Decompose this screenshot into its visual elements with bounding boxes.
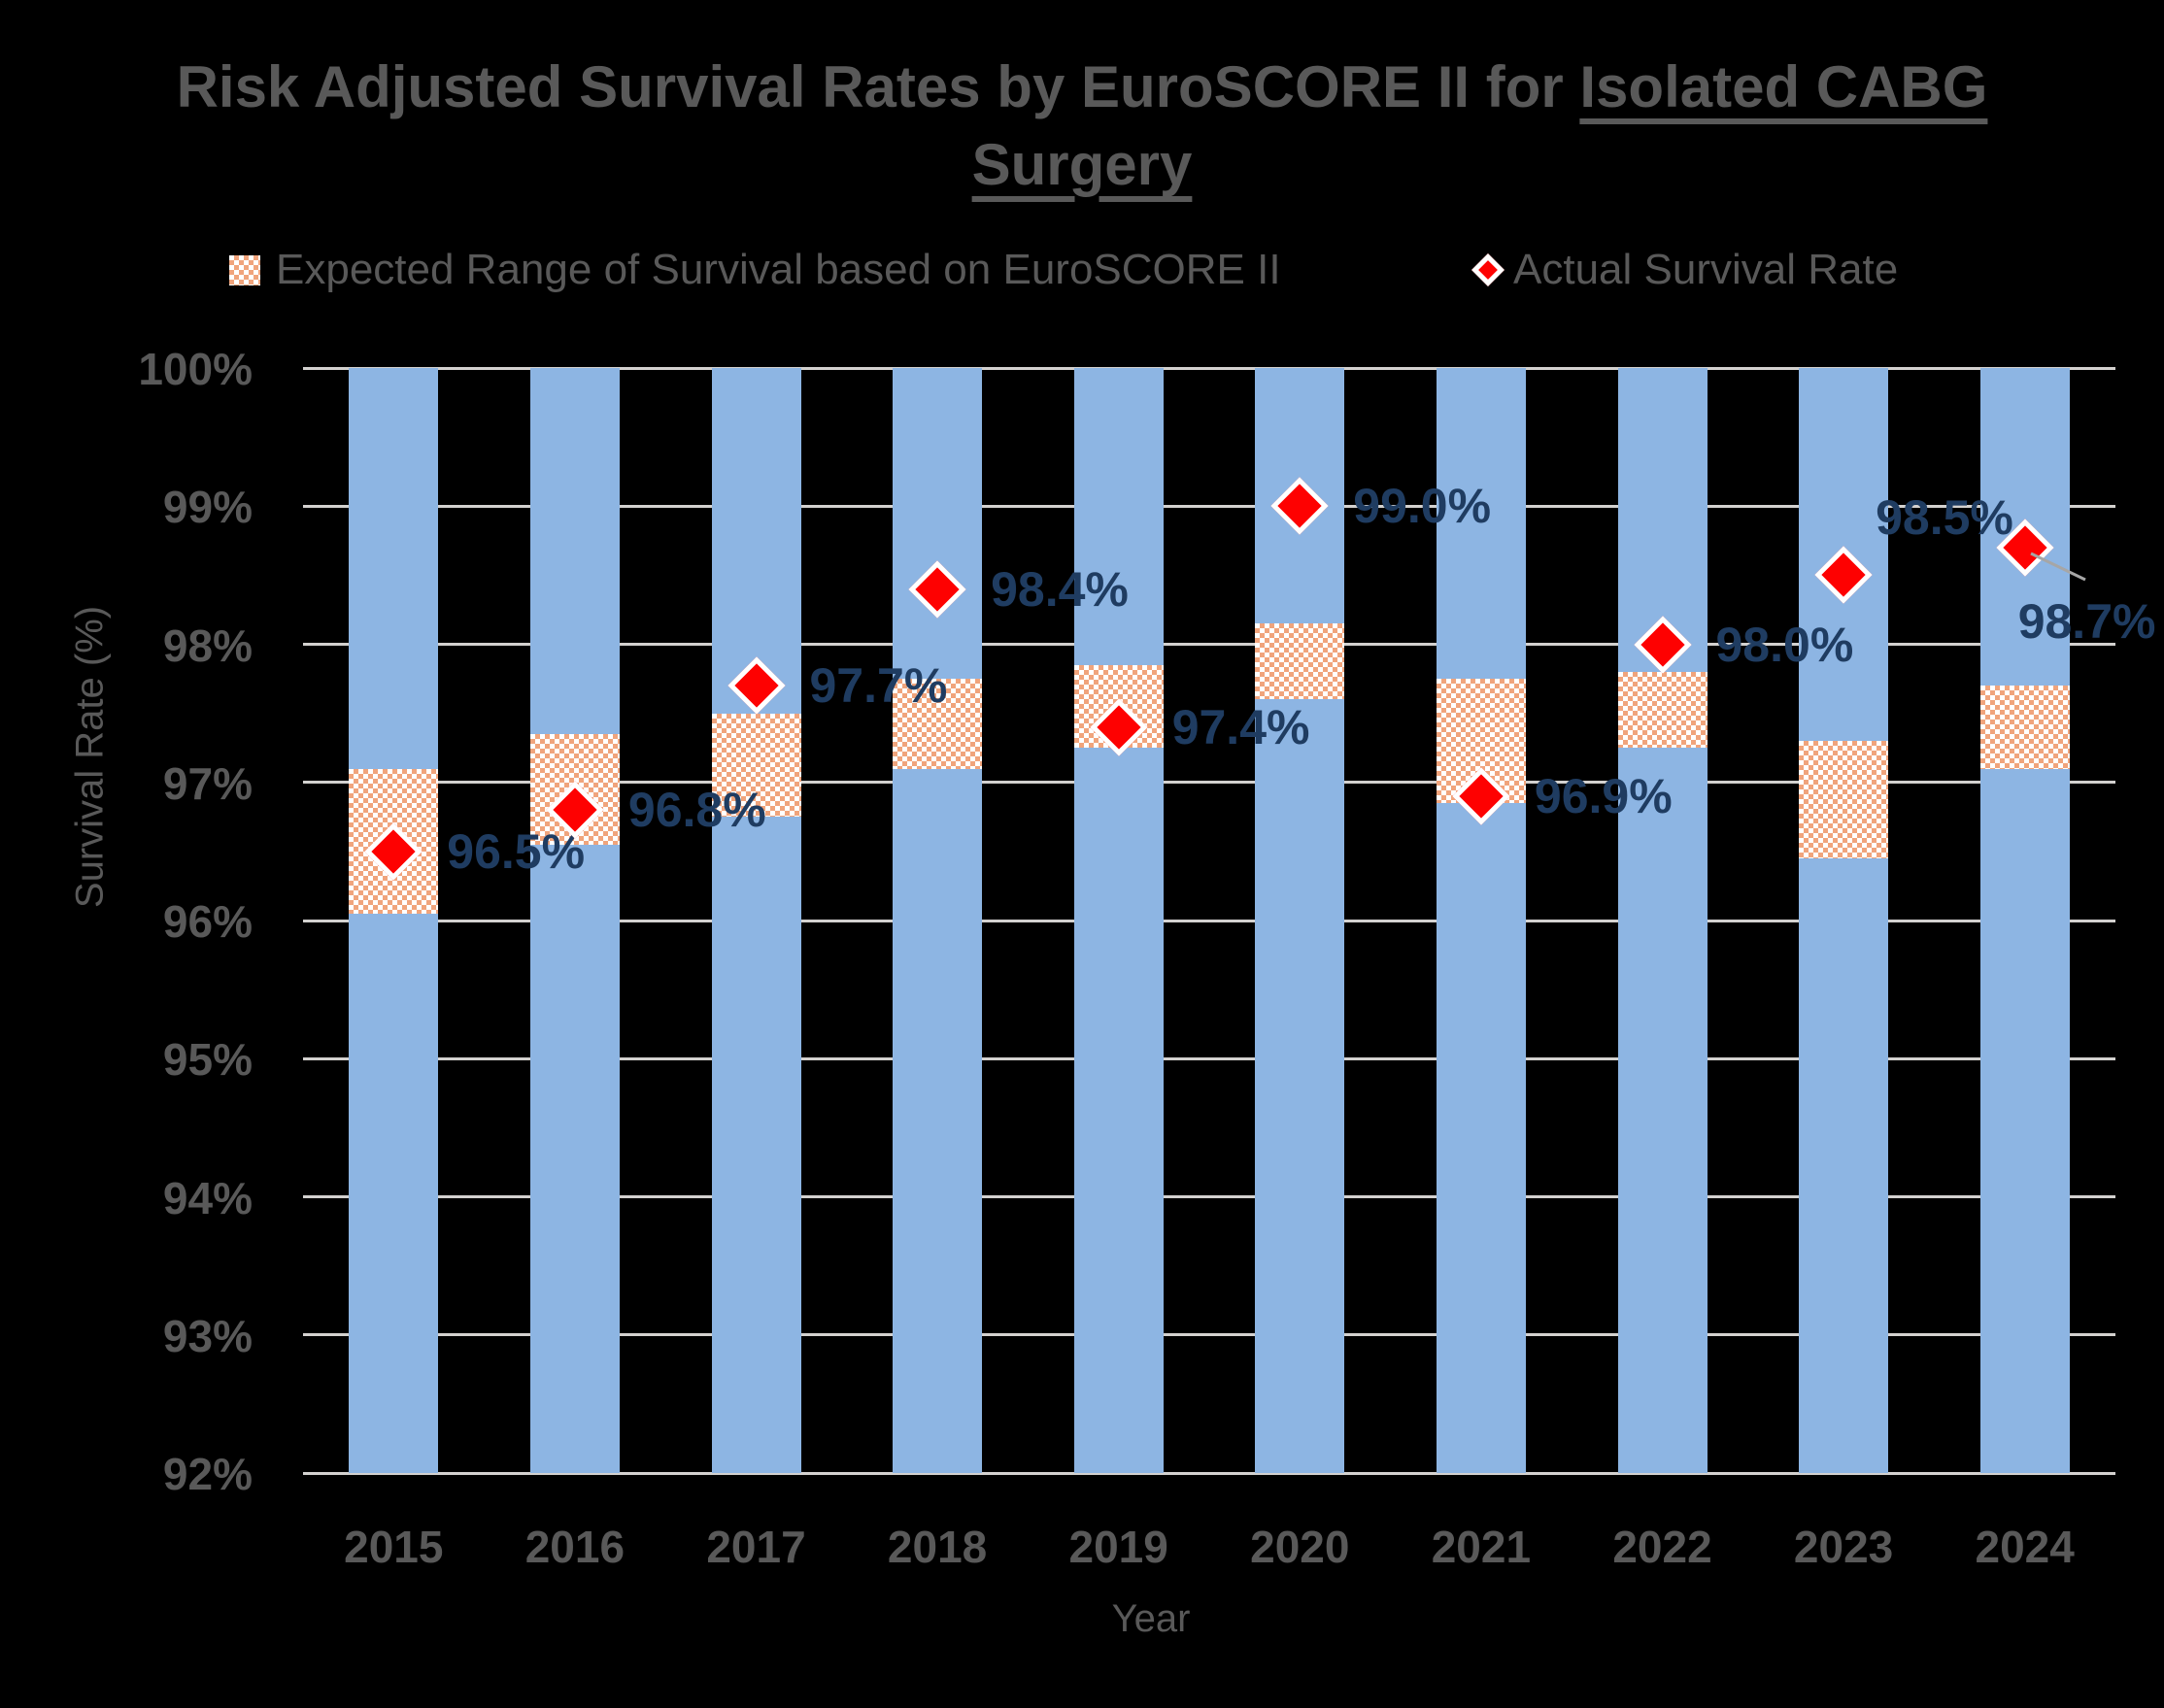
actual-rate-data-label: 98.4% [991, 561, 1129, 617]
chart-title-underlined-text2: Surgery [971, 132, 1193, 197]
gridline-100% [303, 366, 2115, 370]
expected-range-band-2017 [711, 713, 801, 818]
chart-title-text: Risk Adjusted Survival Rates by EuroSCOR… [176, 54, 1580, 119]
x-axis-tick-label-2023: 2023 [1793, 1522, 1894, 1572]
gridline-95% [303, 1056, 2115, 1060]
chart-title-underlined-text: Isolated CABG [1579, 54, 1988, 119]
expected-range-band-2015 [349, 768, 439, 914]
y-axis-tick-label: 100% [138, 344, 253, 394]
expected-range-band-2018 [893, 679, 983, 769]
expected-range-band-2020 [1255, 623, 1345, 700]
chart-title-line1: Risk Adjusted Survival Rates by EuroSCOR… [0, 49, 2164, 126]
x-axis-tick-label-2020: 2020 [1250, 1522, 1350, 1572]
actual-rate-data-label: 98.0% [1715, 617, 1854, 672]
background-column-2021 [1436, 368, 1526, 1473]
x-axis-tick-label-2015: 2015 [344, 1522, 444, 1572]
actual-rate-legend-label: Actual Survival Rate [1513, 246, 1899, 293]
chart-title: Risk Adjusted Survival Rates by EuroSCOR… [0, 49, 2164, 204]
background-column-2018 [893, 368, 983, 1473]
actual-rate-data-label: 96.5% [447, 823, 586, 879]
x-axis-tick-label-2024: 2024 [1975, 1522, 2075, 1572]
y-axis-tick-label: 96% [162, 896, 253, 947]
y-axis-tick-label: 93% [162, 1310, 253, 1361]
gridline-97% [303, 781, 2115, 785]
x-axis-tick-label-2019: 2019 [1068, 1522, 1168, 1572]
expected-range-band-2023 [1799, 741, 1889, 858]
y-axis-tick-label: 98% [162, 620, 253, 671]
y-axis-tick-label: 99% [162, 482, 253, 533]
actual-rate-data-label: 96.8% [627, 783, 766, 838]
y-axis-tick-label: 94% [162, 1172, 253, 1223]
background-column-2015 [349, 368, 439, 1473]
actual-rate-data-label: 98.7% [2017, 593, 2156, 649]
data-label-leader-line [2030, 552, 2086, 582]
gridline-93% [303, 1333, 2115, 1337]
actual-rate-data-label: 97.7% [809, 658, 948, 714]
gridline-99% [303, 504, 2115, 508]
expected-range-band-2022 [1617, 671, 1708, 749]
background-column-2020 [1255, 368, 1345, 1473]
gridline-98% [303, 643, 2115, 646]
actual-rate-data-label: 96.9% [1534, 768, 1673, 823]
actual-rate-data-label: 98.5% [1876, 490, 2013, 546]
gridline-96% [303, 919, 2115, 922]
x-axis-title: Year [1111, 1597, 1191, 1640]
x-axis-tick-label-2018: 2018 [887, 1522, 988, 1572]
expected-range-band-2024 [1979, 686, 2070, 769]
x-axis-tick-label-2017: 2017 [706, 1522, 806, 1572]
actual-rate-data-label: 97.4% [1171, 699, 1310, 754]
legend: Expected Range of Survival based on Euro… [0, 243, 2164, 297]
background-column-2019 [1073, 368, 1164, 1473]
x-axis-tick-label-2022: 2022 [1612, 1522, 1712, 1572]
gridline-94% [303, 1195, 2115, 1198]
y-axis-tick-label: 97% [162, 757, 253, 809]
y-axis-tick-label: 92% [162, 1449, 253, 1499]
expected-range-band-2021 [1436, 679, 1526, 804]
y-axis-tick-label: 95% [162, 1034, 253, 1086]
x-axis-tick-label-2016: 2016 [524, 1522, 626, 1572]
background-column-2022 [1617, 368, 1708, 1473]
actual-rate-data-label: 99.0% [1353, 479, 1492, 534]
gridline-92% [303, 1471, 2115, 1475]
background-column-2016 [529, 368, 620, 1473]
expected-range-legend-label: Expected Range of Survival based on Euro… [276, 246, 1281, 293]
expected-range-legend-swatch-icon [229, 255, 260, 285]
background-column-2017 [711, 368, 801, 1473]
chart-title-line2: Surgery [0, 126, 2164, 204]
x-axis-tick-label-2021: 2021 [1431, 1522, 1532, 1572]
